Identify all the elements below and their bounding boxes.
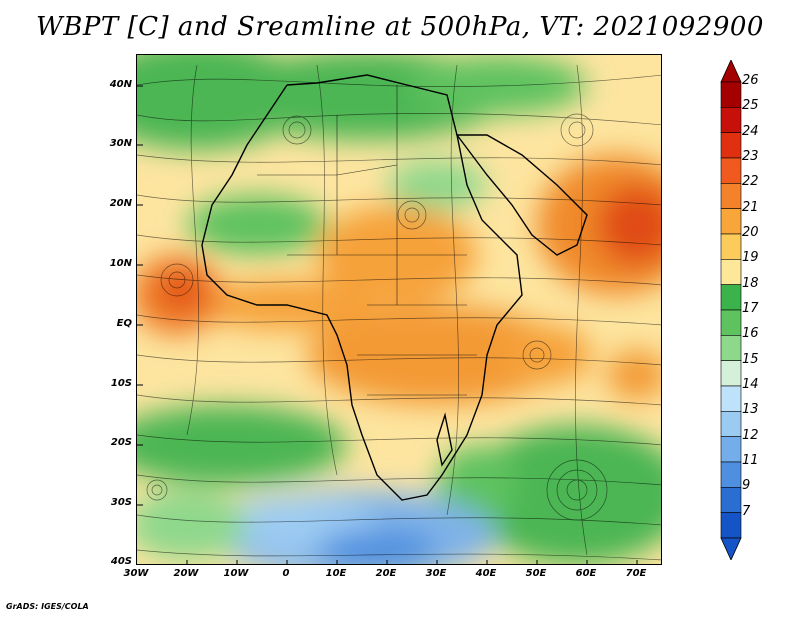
colorbar-swatch-24 [720, 132, 742, 159]
lat-label-20s: 20S [110, 437, 132, 448]
colorbar-swatch-13 [720, 411, 742, 437]
colorbar-label: 22 [742, 174, 759, 190]
colorbar-swatch-7 [720, 512, 742, 539]
colorbar-label: 7 [742, 503, 751, 519]
lon-label-60e: 60E [575, 568, 597, 579]
colorbar-label: 25 [742, 98, 759, 114]
country-borders [257, 85, 477, 396]
colorbar-label: 11 [742, 453, 759, 468]
lon-label-30w: 30W [123, 568, 149, 579]
colorbar-swatch-21 [720, 208, 742, 235]
colorbar-label: 9 [742, 478, 751, 494]
map-canvas [137, 55, 661, 564]
colorbar-label: 20 [742, 225, 759, 240]
colorbar-label: 14 [742, 377, 759, 392]
lon-label-20e: 20E [375, 568, 397, 579]
colorbar-swatch-14 [720, 385, 742, 412]
lon-label-10e: 10E [325, 568, 347, 579]
colorbar-swatch-16 [720, 335, 742, 361]
lon-label-0: 0 [282, 568, 290, 579]
lat-label-20n: 20N [109, 198, 132, 209]
coastlines [201, 74, 588, 501]
colorbar-swatch-18 [720, 284, 742, 311]
colorbar-swatch-20 [720, 233, 742, 260]
lon-label-30e: 30E [425, 568, 447, 579]
lon-label-50e: 50E [525, 568, 547, 579]
colorbar-swatch-19 [720, 259, 742, 285]
lat-label-30s: 30S [110, 497, 132, 508]
grads-credit: GrADS: IGES/COLA [6, 602, 89, 611]
colorbar-swatch-26 [720, 81, 742, 108]
weather-map [136, 54, 662, 565]
colorbar-swatch-15 [720, 360, 742, 387]
colorbar-swatch-11 [720, 461, 742, 488]
lon-label-20w: 20W [173, 568, 199, 579]
colorbar-arrow-bottom [720, 537, 742, 560]
axis-ticks [137, 85, 638, 564]
lon-label-40e: 40E [475, 568, 497, 579]
colorbar-label: 17 [742, 301, 759, 316]
lon-label-70e: 70E [625, 568, 647, 579]
lat-label-30n: 30N [109, 138, 132, 149]
colorbar-swatch-12 [720, 436, 742, 463]
lat-label-eq: EQ [116, 318, 132, 329]
colorbar-swatch-25 [720, 107, 742, 133]
colorbar-label: 26 [742, 73, 759, 88]
map-title: WBPT [C] and Sreamline at 500hPa, VT: 20… [36, 12, 764, 42]
colorbar-label: 13 [742, 402, 759, 418]
colorbar-arrow-top [720, 60, 742, 83]
colorbar [720, 60, 742, 560]
lon-label-10w: 10W [223, 568, 249, 579]
lat-label-10n: 10N [109, 258, 132, 269]
colorbar-label: 21 [742, 199, 759, 215]
colorbar-label: 23 [742, 149, 759, 164]
colorbar-label: 12 [742, 427, 759, 443]
colorbar-swatch-23 [720, 157, 742, 184]
colorbar-label: 16 [742, 326, 759, 342]
lat-label-40n: 40N [109, 79, 132, 90]
colorbar-label: 18 [742, 275, 759, 291]
lat-label-10s: 10S [110, 378, 132, 389]
colorbar-swatch-22 [720, 183, 742, 209]
colorbar-swatch-17 [720, 309, 742, 336]
lat-label-40s: 40S [110, 556, 132, 567]
colorbar-swatch-9 [720, 487, 742, 513]
streamlines [137, 64, 661, 561]
colorbar-label: 24 [742, 123, 759, 139]
colorbar-label: 15 [742, 351, 759, 367]
colorbar-label: 19 [742, 250, 759, 266]
